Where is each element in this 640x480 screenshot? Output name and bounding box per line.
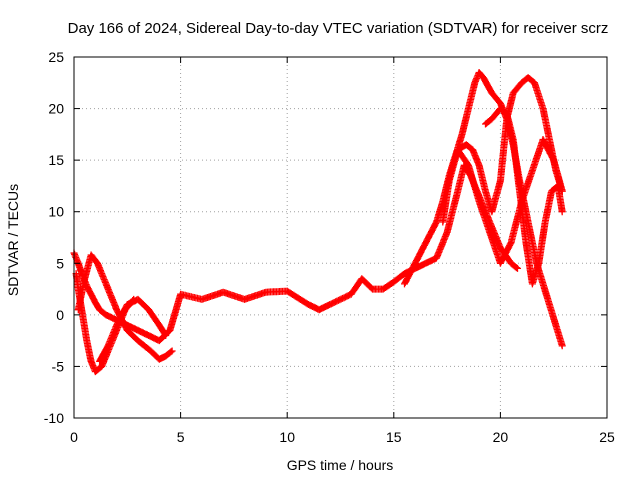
- y-axis-label: SDTVAR / TECUs: [5, 184, 21, 296]
- x-tick-label: 25: [599, 429, 615, 445]
- x-axis-label: GPS time / hours: [287, 457, 394, 473]
- series-points: [454, 136, 566, 267]
- plot-frame: [73, 56, 608, 419]
- y-tick-label: 0: [56, 307, 64, 323]
- chart-title: Day 166 of 2024, Sidereal Day-to-day VTE…: [68, 20, 609, 37]
- axis-ticks: 0 5 10 15 20 25 -10 -5 0 5 10 15 20 25: [44, 49, 615, 445]
- series-points: [439, 74, 566, 226]
- x-tick-label: 10: [279, 429, 295, 445]
- y-tick-label: 15: [48, 152, 64, 168]
- x-tick-label: 20: [493, 429, 509, 445]
- series-points: [96, 295, 170, 365]
- series-track-d: [96, 295, 170, 365]
- series-track-h: [454, 136, 566, 267]
- y-tick-label: 10: [48, 204, 64, 220]
- x-tick-label: 15: [386, 429, 402, 445]
- x-tick-label: 0: [70, 429, 78, 445]
- y-tick-label: 5: [56, 255, 64, 271]
- y-tick-label: -5: [52, 358, 65, 374]
- series-track-c: [74, 251, 176, 363]
- series-points: [74, 251, 176, 363]
- x-tick-label: 5: [177, 429, 185, 445]
- y-tick-label: -10: [44, 410, 64, 426]
- y-tick-label: 25: [48, 49, 64, 65]
- series-track-g: [482, 105, 566, 288]
- series-points: [482, 105, 566, 288]
- y-tick-label: 20: [48, 101, 64, 117]
- series-track-f: [439, 74, 566, 226]
